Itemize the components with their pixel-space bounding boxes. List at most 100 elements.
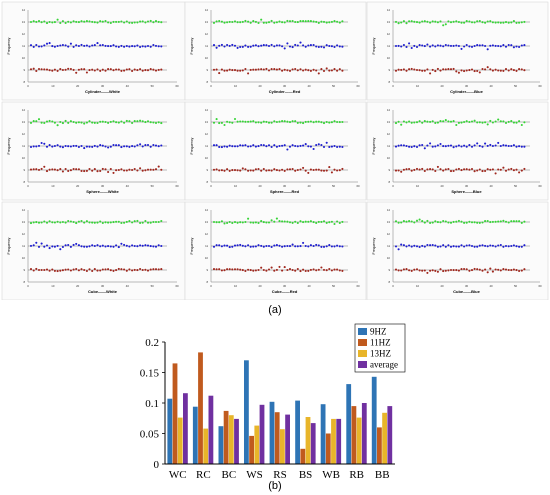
point-13hz (252, 120, 255, 123)
bar-bs-11hz (300, 448, 306, 465)
point-11hz (136, 245, 139, 248)
point-9hz (120, 268, 123, 271)
point-13hz (455, 123, 458, 127)
point-9hz (489, 68, 492, 71)
point-13hz (452, 220, 455, 223)
point-9hz (520, 169, 523, 172)
y-tick-label: 9 (206, 168, 208, 172)
point-9hz (502, 268, 505, 271)
point-13hz (436, 21, 439, 24)
point-9hz (455, 70, 458, 73)
point-9hz (236, 268, 239, 271)
point-11hz (91, 44, 94, 47)
point-13hz (523, 220, 526, 223)
point-9hz (307, 269, 310, 272)
point-9hz (405, 168, 408, 171)
y-tick-label: 8 (23, 180, 25, 184)
point-11hz (53, 144, 56, 148)
point-13hz (61, 122, 64, 125)
point-11hz (436, 44, 439, 47)
point-9hz (494, 68, 497, 71)
point-9hz (228, 68, 231, 71)
x-tick-label: 10 (234, 184, 238, 188)
point-11hz (96, 42, 99, 45)
point-11hz (267, 44, 271, 48)
point-13hz (408, 220, 411, 223)
point-9hz (452, 67, 455, 70)
point-13hz (218, 122, 221, 125)
point-11hz (442, 145, 445, 148)
subplot-frame (184, 1, 367, 101)
y-tick-label: 12 (22, 232, 26, 236)
point-11hz (286, 42, 289, 45)
point-9hz (465, 69, 468, 72)
point-9hz (99, 69, 102, 72)
point-13hz (244, 120, 247, 123)
point-13hz (333, 120, 336, 123)
point-11hz (423, 245, 426, 248)
legend-label: 9HZ (370, 327, 387, 337)
point-13hz (77, 121, 80, 124)
point-13hz (481, 221, 484, 224)
point-11hz (239, 45, 242, 49)
point-13hz (72, 20, 75, 23)
point-13hz (338, 221, 341, 225)
point-11hz (447, 244, 450, 247)
point-13hz (107, 121, 110, 124)
point-11hz (296, 245, 299, 248)
y-tick-label: 9 (23, 68, 25, 72)
point-13hz (231, 20, 234, 24)
point-13hz (152, 220, 155, 224)
point-13hz (402, 20, 405, 23)
point-13hz (502, 120, 505, 123)
point-9hz (99, 269, 102, 272)
point-13hz (278, 120, 281, 123)
point-11hz (226, 244, 229, 247)
point-9hz (104, 268, 107, 271)
point-11hz (45, 145, 49, 148)
point-11hz (53, 245, 56, 248)
point-11hz (291, 243, 294, 246)
point-11hz (394, 44, 398, 48)
point-11hz (507, 144, 510, 148)
point-11hz (101, 244, 104, 247)
point-13hz (312, 20, 315, 23)
point-13hz (131, 221, 134, 224)
point-13hz (302, 221, 305, 224)
point-11hz (281, 144, 284, 147)
point-13hz (470, 120, 474, 123)
point-11hz (330, 245, 333, 248)
point-9hz (341, 269, 344, 272)
point-13hz (117, 121, 120, 124)
point-9hz (330, 69, 333, 72)
point-11hz (402, 144, 405, 147)
point-13hz (275, 120, 278, 124)
point-11hz (93, 244, 96, 248)
point-11hz (37, 45, 41, 48)
point-11hz (320, 45, 323, 48)
point-9hz (413, 68, 416, 71)
point-13hz (449, 21, 453, 24)
point-9hz (281, 168, 284, 171)
point-9hz (91, 68, 94, 71)
y-tick-label: 0 (154, 459, 160, 471)
x-tick-label: BS (299, 469, 312, 481)
point-9hz (418, 168, 421, 171)
point-9hz (291, 268, 294, 272)
point-9hz (77, 168, 80, 171)
y-tick-label: 9 (388, 268, 390, 272)
point-9hz (239, 169, 242, 172)
point-9hz (262, 167, 265, 171)
point-9hz (325, 269, 328, 272)
point-9hz (309, 168, 312, 171)
point-13hz (233, 117, 237, 121)
point-13hz (144, 21, 147, 24)
point-9hz (107, 268, 110, 271)
point-13hz (447, 221, 450, 224)
point-11hz (429, 142, 432, 145)
point-11hz (473, 44, 476, 48)
point-9hz (449, 170, 453, 173)
point-9hz (341, 69, 344, 72)
point-13hz (96, 221, 99, 224)
point-11hz (257, 145, 260, 148)
